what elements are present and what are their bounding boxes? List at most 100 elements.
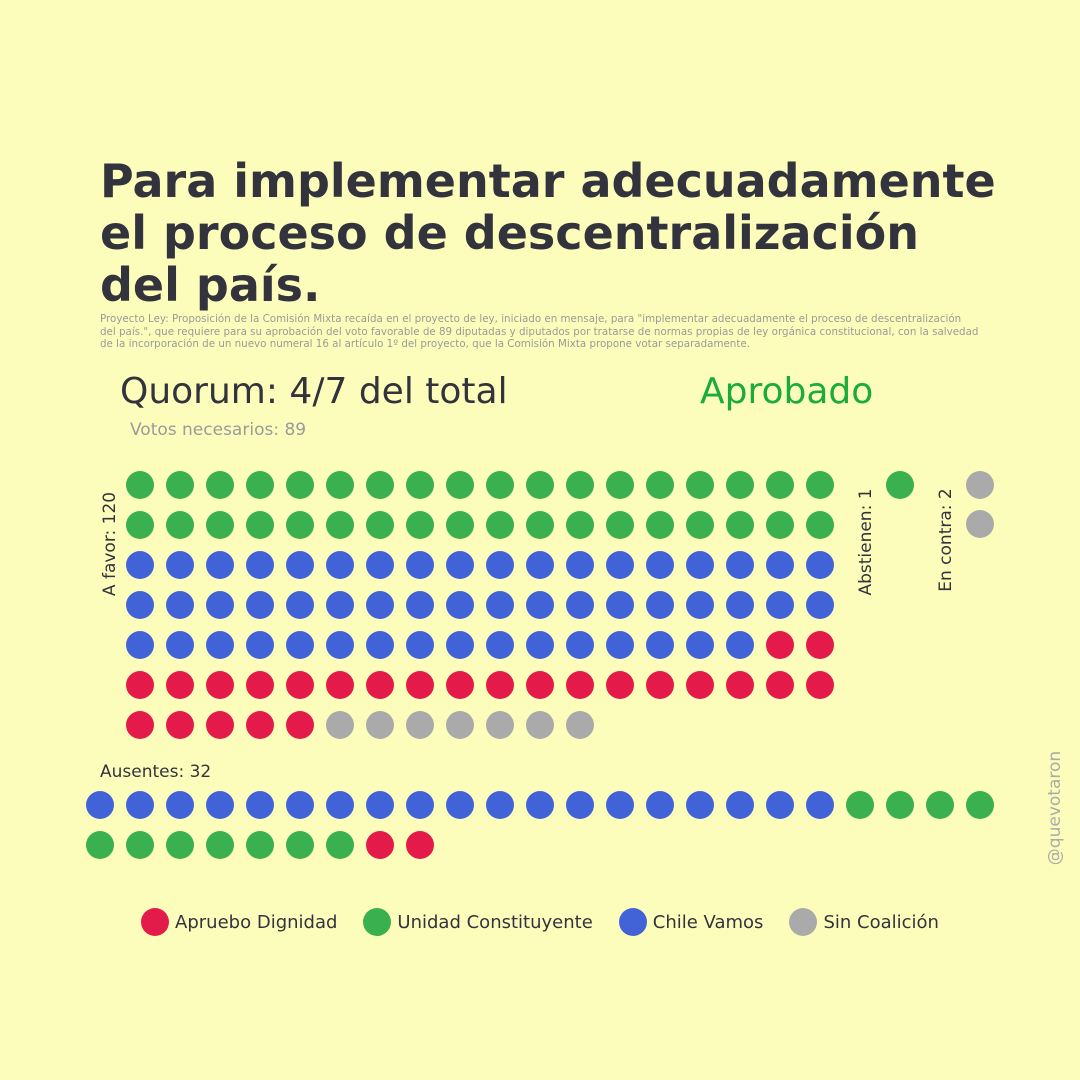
vote-dot-chile-vamos xyxy=(646,551,674,579)
vote-result-status: Aprobado xyxy=(700,371,874,412)
vote-dot-sin-coalicion xyxy=(366,711,394,739)
vote-dot-chile-vamos xyxy=(766,591,794,619)
vote-dot-chile-vamos xyxy=(246,591,274,619)
vote-dot-apruebo-dignidad xyxy=(646,671,674,699)
vote-dot-unidad-constituyente xyxy=(966,791,994,819)
vote-dot-chile-vamos xyxy=(766,791,794,819)
vote-dot-apruebo-dignidad xyxy=(166,671,194,699)
vote-dot-chile-vamos xyxy=(606,631,634,659)
bill-description: Proyecto Ley: Proposición de la Comisión… xyxy=(100,313,979,350)
vote-dot-unidad-constituyente xyxy=(166,831,194,859)
vote-dot-apruebo-dignidad xyxy=(246,711,274,739)
vote-dot-apruebo-dignidad xyxy=(206,671,234,699)
vote-dot-unidad-constituyente xyxy=(206,471,234,499)
vote-dot-apruebo-dignidad xyxy=(406,671,434,699)
vote-dot-unidad-constituyente xyxy=(246,831,274,859)
dots-ausentes xyxy=(86,791,994,859)
vote-dot-unidad-constituyente xyxy=(686,471,714,499)
vote-dot-unidad-constituyente xyxy=(486,511,514,539)
vote-dot-chile-vamos xyxy=(566,591,594,619)
legend-label: Apruebo Dignidad xyxy=(175,911,338,933)
legend-item-chile-vamos: Chile Vamos xyxy=(618,908,764,936)
vote-dot-chile-vamos xyxy=(726,631,754,659)
dots-abstienen xyxy=(886,471,914,499)
vote-dot-unidad-constituyente xyxy=(846,791,874,819)
vote-dot-chile-vamos xyxy=(686,791,714,819)
vote-dot-chile-vamos xyxy=(206,551,234,579)
vote-dot-chile-vamos xyxy=(806,791,834,819)
vote-dot-chile-vamos xyxy=(286,591,314,619)
vote-dot-unidad-constituyente xyxy=(166,511,194,539)
vote-dot-unidad-constituyente xyxy=(126,511,154,539)
vote-dot-unidad-constituyente xyxy=(646,511,674,539)
vote-dot-apruebo-dignidad xyxy=(806,671,834,699)
vote-dot-sin-coalicion xyxy=(966,471,994,499)
vote-dot-sin-coalicion xyxy=(326,711,354,739)
vote-dot-chile-vamos xyxy=(566,791,594,819)
vote-dot-unidad-constituyente xyxy=(806,511,834,539)
vote-dot-chart: A favor: 120 Abstienen: 1 En contra: 2 xyxy=(86,471,994,859)
vote-dot-chile-vamos xyxy=(526,791,554,819)
vote-dot-chile-vamos xyxy=(806,591,834,619)
vote-dot-chile-vamos xyxy=(806,551,834,579)
vote-dot-unidad-constituyente xyxy=(406,471,434,499)
vote-dot-chile-vamos xyxy=(646,591,674,619)
vote-dot-apruebo-dignidad xyxy=(606,671,634,699)
legend-item-sin-coalicion: Sin Coalición xyxy=(789,908,939,936)
vote-dot-sin-coalicion xyxy=(406,711,434,739)
vote-dot-chile-vamos xyxy=(406,791,434,819)
vote-dot-unidad-constituyente xyxy=(726,511,754,539)
vote-dot-chile-vamos xyxy=(126,631,154,659)
vote-dot-chile-vamos xyxy=(606,591,634,619)
vote-dot-apruebo-dignidad xyxy=(246,671,274,699)
watermark-handle: @quevotaron xyxy=(1045,750,1065,866)
vote-dot-unidad-constituyente xyxy=(166,471,194,499)
vote-dot-unidad-constituyente xyxy=(326,511,354,539)
vote-dot-chile-vamos xyxy=(126,551,154,579)
vote-dot-chile-vamos xyxy=(166,591,194,619)
page-title: Para implementar adecuadamente el proces… xyxy=(100,154,996,312)
vote-dot-chile-vamos xyxy=(126,591,154,619)
dots-a-favor xyxy=(126,471,834,739)
vote-dot-chile-vamos xyxy=(646,791,674,819)
vote-dot-unidad-constituyente xyxy=(566,511,594,539)
vote-dot-chile-vamos xyxy=(726,551,754,579)
vote-dot-unidad-constituyente xyxy=(286,471,314,499)
vote-dot-chile-vamos xyxy=(606,791,634,819)
legend: Apruebo Dignidad Unidad Constituyente Chil… xyxy=(0,908,1080,936)
vote-dot-chile-vamos xyxy=(566,551,594,579)
vote-dot-sin-coalicion xyxy=(526,711,554,739)
legend-label: Chile Vamos xyxy=(652,911,764,933)
vote-dot-chile-vamos xyxy=(406,591,434,619)
vote-dot-chile-vamos xyxy=(446,551,474,579)
quorum-label: Quorum: 4/7 del total xyxy=(120,371,508,412)
vote-dot-unidad-constituyente xyxy=(606,511,634,539)
vote-dot-apruebo-dignidad xyxy=(206,711,234,739)
vote-dot-apruebo-dignidad xyxy=(166,711,194,739)
vote-dot-sin-coalicion xyxy=(566,711,594,739)
vote-dot-apruebo-dignidad xyxy=(766,631,794,659)
vote-dot-unidad-constituyente xyxy=(406,511,434,539)
vote-dot-sin-coalicion xyxy=(966,510,994,538)
vote-dot-apruebo-dignidad xyxy=(406,831,434,859)
vote-dot-unidad-constituyente xyxy=(886,471,914,499)
vote-dot-chile-vamos xyxy=(326,791,354,819)
vote-dot-chile-vamos xyxy=(526,551,554,579)
vote-dot-chile-vamos xyxy=(326,631,354,659)
vote-dot-apruebo-dignidad xyxy=(126,671,154,699)
vote-dot-chile-vamos xyxy=(686,591,714,619)
vote-dot-chile-vamos xyxy=(766,551,794,579)
vote-dot-unidad-constituyente xyxy=(446,511,474,539)
vote-dot-chile-vamos xyxy=(486,631,514,659)
votes-needed-label: Votos necesarios: 89 xyxy=(130,420,307,440)
vote-dot-unidad-constituyente xyxy=(566,471,594,499)
group-label-a-favor: A favor: 120 xyxy=(100,492,120,596)
vote-dot-apruebo-dignidad xyxy=(486,671,514,699)
vote-dot-chile-vamos xyxy=(526,591,554,619)
vote-dot-unidad-constituyente xyxy=(686,511,714,539)
vote-dot-chile-vamos xyxy=(606,551,634,579)
vote-dot-unidad-constituyente xyxy=(246,511,274,539)
vote-dot-chile-vamos xyxy=(686,551,714,579)
vote-dot-chile-vamos xyxy=(206,791,234,819)
vote-dot-unidad-constituyente xyxy=(126,471,154,499)
